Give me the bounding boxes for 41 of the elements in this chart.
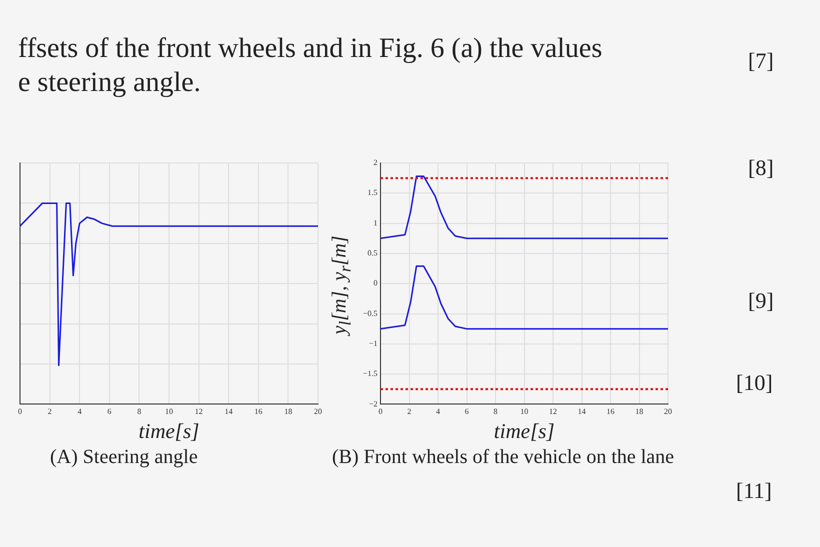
x-tick-label: 6 — [464, 407, 469, 416]
text: [9] — [748, 288, 774, 314]
text: (B) Front wheels of the vehicle on the lane — [330, 445, 676, 469]
x-tick-label: 18 — [635, 407, 644, 416]
x-tick-label: 14 — [224, 407, 233, 416]
x-tick-label: 4 — [78, 407, 82, 416]
x-tick-label: 20 — [314, 407, 322, 416]
x-tick-label: 8 — [137, 407, 142, 416]
x-tick-label: 4 — [436, 407, 440, 416]
x-tick-label: 8 — [494, 407, 498, 416]
text: (A) Steering angle — [50, 445, 198, 469]
y-tick-label: −1.5 — [362, 369, 378, 378]
x-tick-label: 2 — [407, 407, 412, 416]
y-tick-label: −1 — [368, 338, 378, 348]
x-tick-label: 0 — [18, 407, 22, 416]
x-tick-label: 10 — [165, 407, 173, 416]
y-tick-label: 0 — [374, 278, 378, 288]
x-tick-label: 14 — [578, 407, 586, 416]
x-tick-label: 12 — [194, 407, 203, 416]
y-tick-label: −0.5 — [362, 308, 378, 318]
y-tick-label: −2 — [368, 399, 378, 408]
text: [11] — [736, 478, 772, 504]
y-tick-label: 0.5 — [368, 248, 378, 258]
text: [8] — [748, 155, 774, 182]
x-tick-label: 12 — [549, 407, 558, 416]
y-tick-label: 1 — [374, 218, 378, 228]
y-tick-label: 2 — [374, 158, 378, 168]
x-tick-label: 2 — [48, 407, 52, 416]
x-axis-title: time[s] — [138, 418, 200, 443]
x-tick-label: 10 — [520, 407, 528, 416]
text: [7] — [748, 48, 774, 74]
x-tick-label: 18 — [284, 407, 292, 416]
y-tick-label: 1.5 — [368, 188, 378, 198]
x-tick-label: 16 — [254, 407, 262, 416]
x-axis-title: time[s] — [494, 418, 555, 443]
text: [10] — [736, 370, 773, 396]
x-tick-label: 6 — [107, 407, 112, 416]
text: e steering angle. — [18, 66, 201, 100]
text: ffsets of the front wheels and in Fig. 6 (a) the values — [18, 32, 602, 66]
x-tick-label: 16 — [606, 407, 614, 416]
x-tick-label: 20 — [664, 407, 672, 416]
